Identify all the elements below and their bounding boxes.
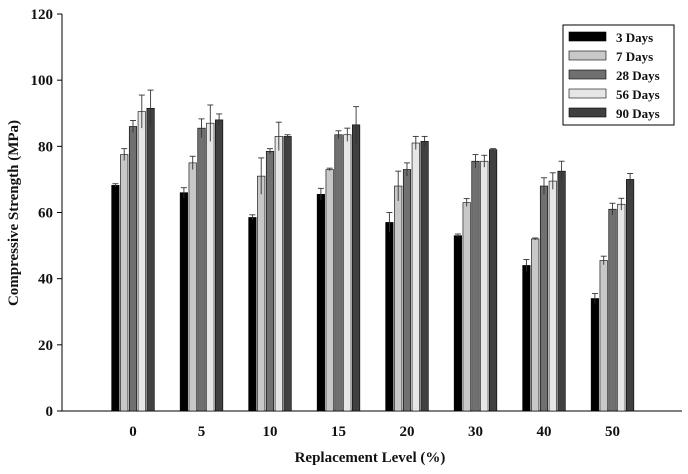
legend-label: 28 Days (616, 68, 660, 83)
y-tick-label: 120 (31, 7, 54, 23)
legend-swatch (568, 107, 607, 118)
bar-56-days-20 (411, 142, 420, 412)
bar-56-days-5 (206, 122, 215, 412)
bar-90-days-20 (420, 141, 429, 412)
bar-3-days-30 (453, 235, 462, 412)
bar-7-days-15 (325, 169, 334, 412)
bar-28-days-0 (128, 126, 138, 412)
y-tick-label: 20 (38, 338, 53, 354)
bar-7-days-50 (599, 260, 608, 412)
bar-90-days-0 (146, 107, 155, 412)
legend-label: 90 Days (616, 106, 660, 121)
x-tick-label: 0 (129, 424, 137, 440)
bar-3-days-20 (385, 222, 394, 412)
bar-7-days-30 (462, 202, 471, 412)
bar-56-days-10 (274, 136, 283, 412)
bar-3-days-0 (111, 185, 120, 412)
bar-28-days-50 (608, 208, 617, 412)
chart-legend: 3 Days 7 Days 28 Days 56 Days 90 Days (562, 24, 675, 126)
bar-28-days-30 (471, 160, 480, 412)
y-tick-label: 100 (31, 73, 54, 89)
x-tick-label: 5 (198, 424, 206, 440)
x-tick-label: 50 (605, 424, 620, 440)
x-tick-label: 20 (400, 424, 415, 440)
legend-swatch (568, 69, 607, 80)
x-tick-label: 10 (263, 424, 278, 440)
bar-7-days-0 (120, 154, 129, 412)
legend-label: 56 Days (616, 87, 660, 102)
bar-3-days-50 (590, 298, 599, 412)
y-tick-label: 80 (38, 139, 53, 155)
bar-90-days-10 (283, 136, 292, 412)
bar-28-days-40 (539, 185, 549, 412)
x-tick-label: 30 (468, 424, 483, 440)
x-tick-label: 15 (331, 424, 346, 440)
legend-label: 3 Days (616, 30, 653, 45)
bar-3-days-10 (248, 217, 257, 412)
y-tick-label: 40 (38, 272, 53, 288)
bar-56-days-0 (137, 111, 146, 412)
bar-7-days-40 (531, 238, 540, 412)
chart-bars (111, 107, 635, 412)
x-axis-title: Replacement Level (%) (295, 450, 446, 466)
bar-28-days-20 (402, 169, 412, 412)
bar-90-days-5 (215, 119, 224, 412)
chart-error-bars (112, 89, 634, 304)
bar-28-days-5 (197, 127, 206, 412)
bar-90-days-40 (557, 170, 566, 412)
bar-3-days-40 (522, 265, 531, 412)
chart-ticks: 0 20 40 60 80 100 120 0 5 10 15 20 30 40 50 (31, 7, 621, 440)
bar-3-days-5 (179, 192, 188, 412)
bar-56-days-40 (548, 180, 557, 412)
bar-28-days-15 (334, 134, 343, 412)
bar-3-days-15 (316, 194, 325, 412)
bar-90-days-50 (626, 179, 635, 412)
bar-7-days-20 (394, 185, 403, 412)
legend-swatch (568, 88, 607, 99)
bar-7-days-5 (188, 162, 197, 412)
legend-swatch (568, 50, 607, 61)
bar-56-days-50 (617, 203, 626, 412)
y-axis-title: Compressive Strength (MPa) (6, 120, 22, 306)
x-tick-label: 40 (537, 424, 552, 440)
bar-90-days-30 (489, 149, 498, 412)
bar-90-days-15 (352, 124, 361, 412)
legend-label: 7 Days (616, 49, 653, 64)
bar-56-days-30 (480, 160, 489, 412)
bar-28-days-10 (265, 150, 275, 412)
bar-7-days-10 (257, 175, 266, 412)
y-tick-label: 60 (38, 206, 53, 222)
y-tick-label: 0 (46, 404, 54, 420)
legend-swatch (568, 31, 607, 42)
bar-56-days-15 (343, 134, 352, 412)
